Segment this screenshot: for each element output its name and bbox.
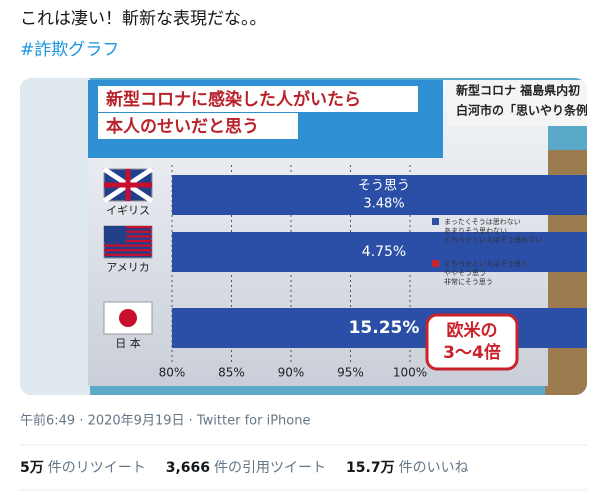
stats: 5万 件のリツイート 3,666 件の引用ツイート 15.7万 件のいいね xyxy=(20,460,469,476)
bar-segment xyxy=(172,232,587,272)
value-label: 15.25% xyxy=(349,318,420,338)
category-label: 日 本 xyxy=(115,336,141,350)
legend-swatch xyxy=(432,260,439,267)
value-label: 4.75% xyxy=(362,244,406,260)
headline: 白河市の「思いやり条例」 xyxy=(456,103,600,118)
legend-text: あまりそう思わない xyxy=(444,227,507,235)
flag-stripe xyxy=(104,226,152,229)
stat-label: 件の引用ツイート xyxy=(214,460,326,476)
stat-count: 3,666 xyxy=(166,460,210,476)
flag-canton xyxy=(104,226,126,242)
category-label: イギリス xyxy=(106,204,150,217)
tweet-image[interactable]: 新型コロナに感染した人がいたら 本人のせいだと思う 新型コロナ 福島県内初 白河… xyxy=(20,78,607,395)
stat-count: 5万 xyxy=(20,460,44,476)
x-tick-label: 85% xyxy=(218,366,245,380)
legend-text: まったくそうは思わない xyxy=(444,218,521,226)
stat-count: 15.7万 xyxy=(346,460,395,476)
flag xyxy=(103,301,153,335)
chart-title: 新型コロナに感染した人がいたら xyxy=(106,89,361,110)
chart-title: 本人のせいだと思う xyxy=(106,116,259,137)
flag-stripe xyxy=(104,244,152,247)
hashtag[interactable]: #詐欺グラフ xyxy=(20,40,119,60)
x-tick-label: 100% xyxy=(393,366,427,380)
flag-sun xyxy=(119,309,137,327)
stat-label: 件のリツイート xyxy=(48,460,146,476)
flag-stripe xyxy=(104,253,152,256)
flag-stripe xyxy=(104,239,152,243)
flag-stripe xyxy=(104,249,152,252)
title-box xyxy=(98,86,418,112)
headline: 新型コロナ 福島県内初 xyxy=(456,83,580,98)
legend-text: ややそう思う xyxy=(444,269,486,277)
flag-stripe xyxy=(104,230,152,233)
title-box xyxy=(98,113,298,139)
callout xyxy=(425,313,519,371)
stat-label: 件のいいね xyxy=(399,460,469,476)
flag-stripe xyxy=(104,235,152,238)
tweet-text: これは凄い！斬新な表現だな。。 xyxy=(20,9,267,29)
legend-text: 非常にそう思う xyxy=(444,277,493,286)
headline-box xyxy=(448,80,587,126)
studio-left xyxy=(20,78,90,395)
value-label: 3.48% xyxy=(363,197,404,212)
annotation: 3〜4倍 xyxy=(443,342,501,363)
category-label: アメリカ xyxy=(106,261,149,274)
series-name: そう思う xyxy=(358,179,410,194)
legend-text: どちらかといえばそう思う xyxy=(444,259,528,268)
x-tick-label: 95% xyxy=(337,366,364,380)
tweet-meta: 午前6:49 · 2020年9月19日 · Twitter for iPhone xyxy=(20,413,310,429)
x-tick-label: 80% xyxy=(159,366,186,380)
flag-cross xyxy=(104,169,152,201)
legend-text: どちらかといえばそう思わない xyxy=(444,235,542,244)
annotation: 欧米の xyxy=(447,320,498,341)
legend-swatch xyxy=(432,218,439,225)
x-tick-label: 90% xyxy=(278,366,305,380)
bar-segment xyxy=(172,175,587,215)
